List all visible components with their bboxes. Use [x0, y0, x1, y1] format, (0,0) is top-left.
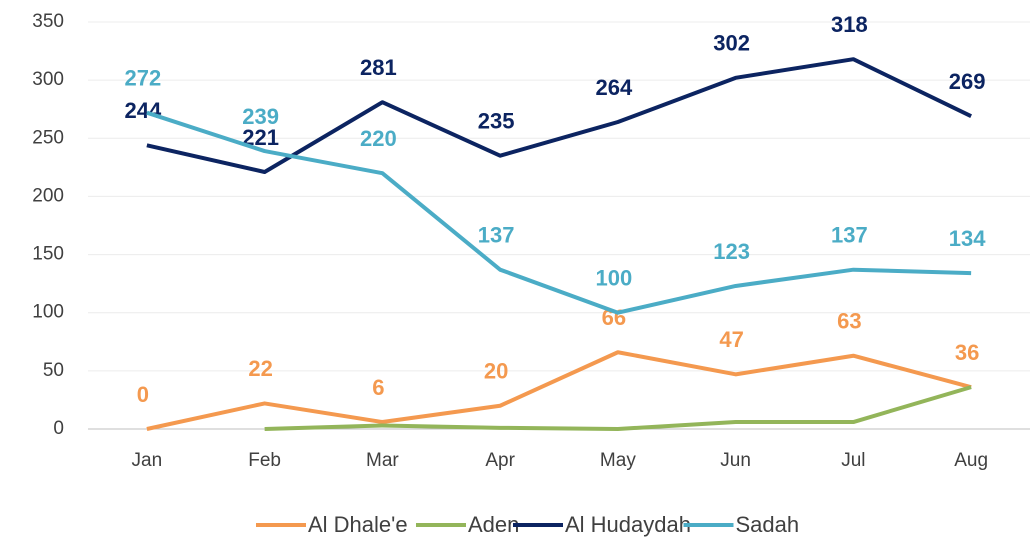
legend-label: Sadah [736, 512, 800, 537]
y-tick-label: 200 [32, 185, 64, 206]
legend-label: Al Dhale'e [308, 512, 408, 537]
data-label: 239 [242, 104, 279, 129]
data-label: 137 [478, 223, 515, 248]
data-label: 134 [949, 226, 986, 251]
y-tick-label: 0 [53, 418, 64, 439]
data-label: 244 [125, 98, 162, 123]
data-label: 6 [372, 375, 384, 400]
legend-label: Aden [468, 512, 519, 537]
x-tick-label: Jun [720, 450, 751, 471]
data-label: 220 [360, 126, 397, 151]
y-tick-label: 100 [32, 302, 64, 323]
data-label: 302 [713, 31, 750, 56]
y-tick-label: 250 [32, 127, 64, 148]
x-tick-label: Apr [485, 450, 515, 471]
data-label: 47 [719, 327, 743, 352]
y-tick-label: 50 [43, 360, 64, 381]
x-tick-label: May [600, 450, 636, 471]
data-label: 36 [955, 340, 979, 365]
series-line [146, 57, 972, 175]
data-label: 264 [596, 75, 633, 100]
data-label: 235 [478, 109, 515, 134]
x-tick-label: Aug [954, 450, 988, 471]
data-label: 272 [125, 66, 162, 91]
legend-label: Al Hudaydah [565, 512, 691, 537]
data-label: 281 [360, 55, 397, 80]
y-tick-label: 150 [32, 244, 64, 265]
data-label: 20 [484, 359, 508, 384]
data-label: 63 [837, 309, 861, 334]
data-label: 22 [248, 356, 272, 381]
x-tick-label: Feb [248, 450, 281, 471]
data-label: 318 [831, 12, 868, 37]
series-line [146, 110, 972, 315]
data-label: 269 [949, 69, 986, 94]
series-line [264, 385, 972, 431]
x-tick-label: Mar [366, 450, 399, 471]
data-label: 123 [713, 239, 750, 264]
x-tick-label: Jul [841, 450, 865, 471]
x-tick-label: Jan [132, 450, 163, 471]
y-tick-label: 350 [32, 11, 64, 32]
data-label: 0 [137, 382, 149, 407]
data-label: 137 [831, 223, 868, 248]
y-tick-label: 300 [32, 69, 64, 90]
series-line [146, 350, 972, 431]
data-label: 100 [596, 266, 633, 291]
